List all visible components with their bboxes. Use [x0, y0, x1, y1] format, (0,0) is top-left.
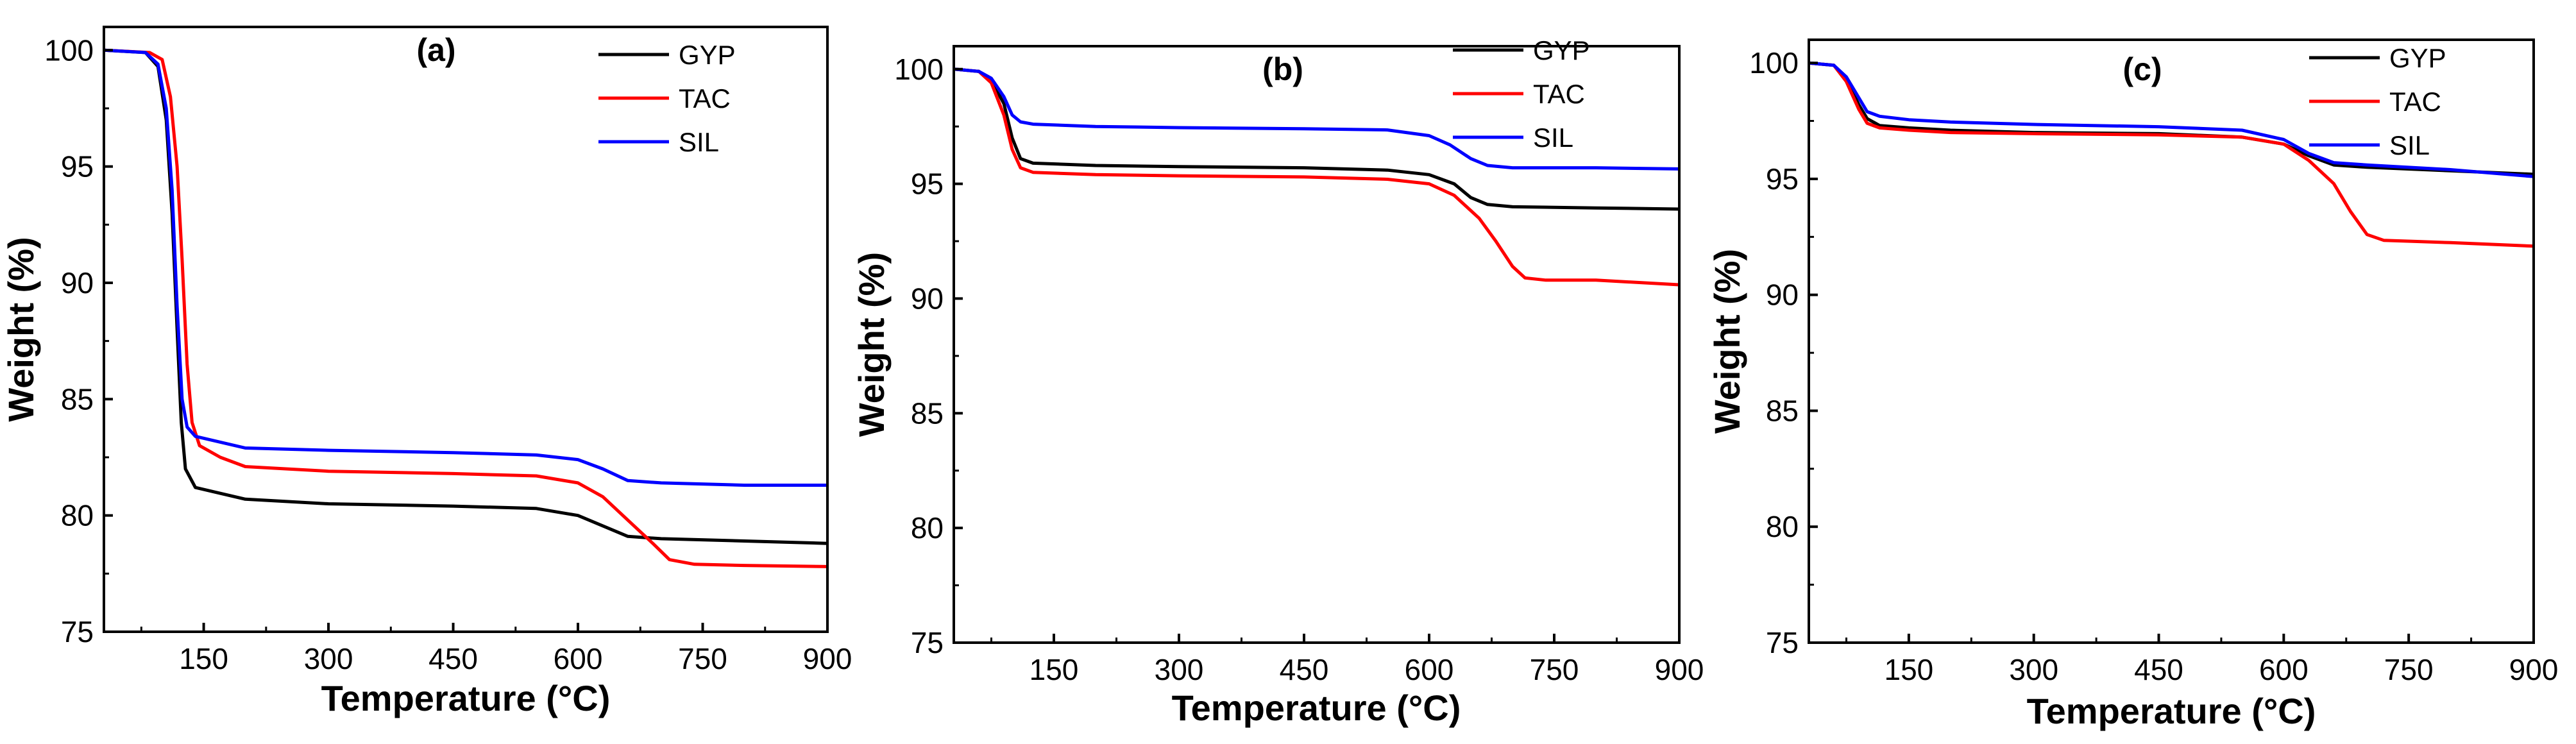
- legend-label-sil: SIL: [1533, 123, 1573, 153]
- x-tick-label: 600: [2259, 653, 2309, 686]
- x-tick-label: 600: [554, 642, 603, 675]
- x-tick-label: 600: [1405, 653, 1454, 686]
- x-axis-title: Temperature (°C): [2027, 691, 2316, 731]
- x-tick-label: 900: [2509, 653, 2559, 686]
- series-line-sil: [104, 48, 827, 487]
- x-tick-label: 450: [428, 642, 478, 675]
- y-tick-label: 80: [61, 499, 94, 532]
- chart-panel-2: 150 300 450 600 750 900 75 80 85 90 95 100 Temperatu…: [851, 35, 1704, 728]
- legend: GYP TAC SIL: [598, 40, 736, 157]
- y-tick-label: 75: [911, 626, 944, 659]
- legend-label-gyp: GYP: [2389, 43, 2446, 73]
- y-tick-label: 100: [894, 53, 944, 86]
- x-tick-label: 450: [1280, 653, 1329, 686]
- chart-panel-3: 150 300 450 600 750 900 75 80 85 90 95 100 Temperatu…: [1707, 38, 2559, 731]
- y-tick-label: 85: [61, 382, 94, 416]
- y-tick-label: 95: [1766, 162, 1799, 196]
- series-line-gyp: [104, 48, 827, 545]
- legend-label-tac: TAC: [1533, 79, 1585, 109]
- x-tick-label: 450: [2134, 653, 2183, 686]
- series-line-gyp: [954, 67, 1679, 211]
- y-tick-label: 95: [911, 167, 944, 201]
- series-line-tac: [954, 67, 1679, 287]
- series-line-sil: [954, 67, 1679, 171]
- y-tick-label: 90: [1766, 278, 1799, 312]
- legend: GYP TAC SIL: [2309, 43, 2446, 160]
- y-tick-label: 90: [61, 266, 94, 300]
- y-tick-label: 95: [61, 150, 94, 183]
- panel-label: (c): [2123, 51, 2162, 87]
- y-tick-label: 75: [61, 615, 94, 648]
- x-axis-title: Temperature (°C): [1172, 688, 1461, 728]
- y-tick-label: 100: [44, 33, 94, 67]
- x-tick-label: 750: [2384, 653, 2434, 686]
- x-axis-title: Temperature (°C): [321, 678, 611, 718]
- series-line-sil: [1809, 61, 2534, 178]
- legend-label-sil: SIL: [679, 127, 719, 157]
- y-tick-label: 100: [1749, 46, 1799, 80]
- x-tick-label: 300: [2009, 653, 2058, 686]
- x-tick-label: 900: [1655, 653, 1704, 686]
- y-axis-title: Weight (%): [1707, 249, 1747, 434]
- plot-frame: [1808, 38, 2535, 644]
- y-tick-label: 85: [1766, 394, 1799, 427]
- legend: GYP TAC SIL: [1453, 35, 1590, 153]
- x-tick-label: 150: [1030, 653, 1079, 686]
- x-tick-label: 900: [803, 642, 852, 675]
- x-tick-label: 300: [1155, 653, 1204, 686]
- chart-panel-1: 150 300 450 600 750 900 75 80 85 90 95 100 Temperatu…: [1, 26, 852, 718]
- panel-label: (b): [1262, 51, 1303, 87]
- plot-frame: [953, 45, 1681, 644]
- x-tick-label: 150: [1884, 653, 1933, 686]
- legend-label-sil: SIL: [2389, 130, 2430, 160]
- x-tick-label: 750: [1530, 653, 1579, 686]
- y-tick-label: 75: [1766, 626, 1799, 659]
- y-tick-label: 80: [911, 511, 944, 545]
- y-tick-label: 85: [911, 396, 944, 430]
- legend-label-tac: TAC: [679, 83, 731, 114]
- y-tick-label: 80: [1766, 510, 1799, 543]
- legend-label-tac: TAC: [2389, 87, 2441, 117]
- series-line-tac: [1809, 61, 2534, 248]
- x-tick-label: 150: [179, 642, 228, 675]
- y-tick-label: 90: [911, 282, 944, 315]
- series-line-tac: [104, 48, 827, 568]
- x-tick-label: 750: [678, 642, 727, 675]
- legend-label-gyp: GYP: [1533, 35, 1590, 65]
- y-axis-title: Weight (%): [1, 237, 41, 421]
- y-axis-title: Weight (%): [851, 252, 892, 437]
- plot-frame: [103, 26, 829, 633]
- panel-label: (a): [416, 32, 455, 68]
- legend-label-gyp: GYP: [679, 40, 736, 70]
- x-tick-label: 300: [304, 642, 353, 675]
